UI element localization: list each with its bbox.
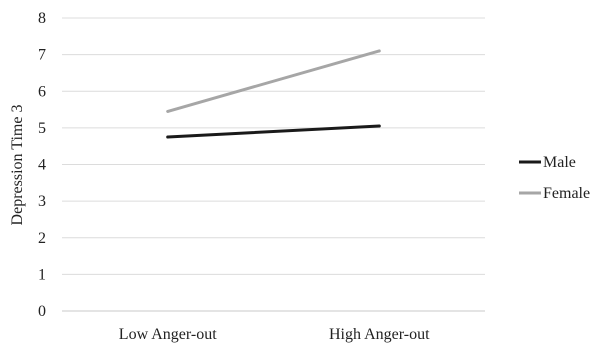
data-point-female [166,109,170,113]
legend-item-female: Female [519,185,590,202]
x-axis-ticks: Low Anger-out High Anger-out [119,326,430,343]
legend-item-male: Male [519,154,576,171]
y-axis-ticks: 0 1 2 3 4 5 6 7 8 [38,10,46,320]
y-tick-label: 8 [38,10,46,27]
y-tick-label: 2 [38,230,46,247]
y-tick-label: 4 [38,157,46,174]
data-point-male [377,124,381,128]
data-point-female [377,49,381,53]
y-tick-label: 5 [38,120,46,137]
x-tick-label: Low Anger-out [119,326,217,343]
series-lines [166,49,381,139]
y-tick-label: 0 [38,303,46,320]
gridlines [62,17,485,312]
x-tick-label: High Anger-out [329,326,430,343]
y-tick-label: 3 [38,193,46,210]
legend-label: Male [543,154,576,171]
y-tick-label: 6 [38,83,46,100]
y-tick-label: 1 [38,266,46,283]
legend: Male Female [519,154,590,202]
data-point-male [166,135,170,139]
y-tick-label: 7 [38,47,46,64]
series-line-female [166,49,381,113]
y-axis-label: Depression Time 3 [9,105,26,226]
legend-label: Female [543,185,590,202]
series-line-male [166,124,381,139]
